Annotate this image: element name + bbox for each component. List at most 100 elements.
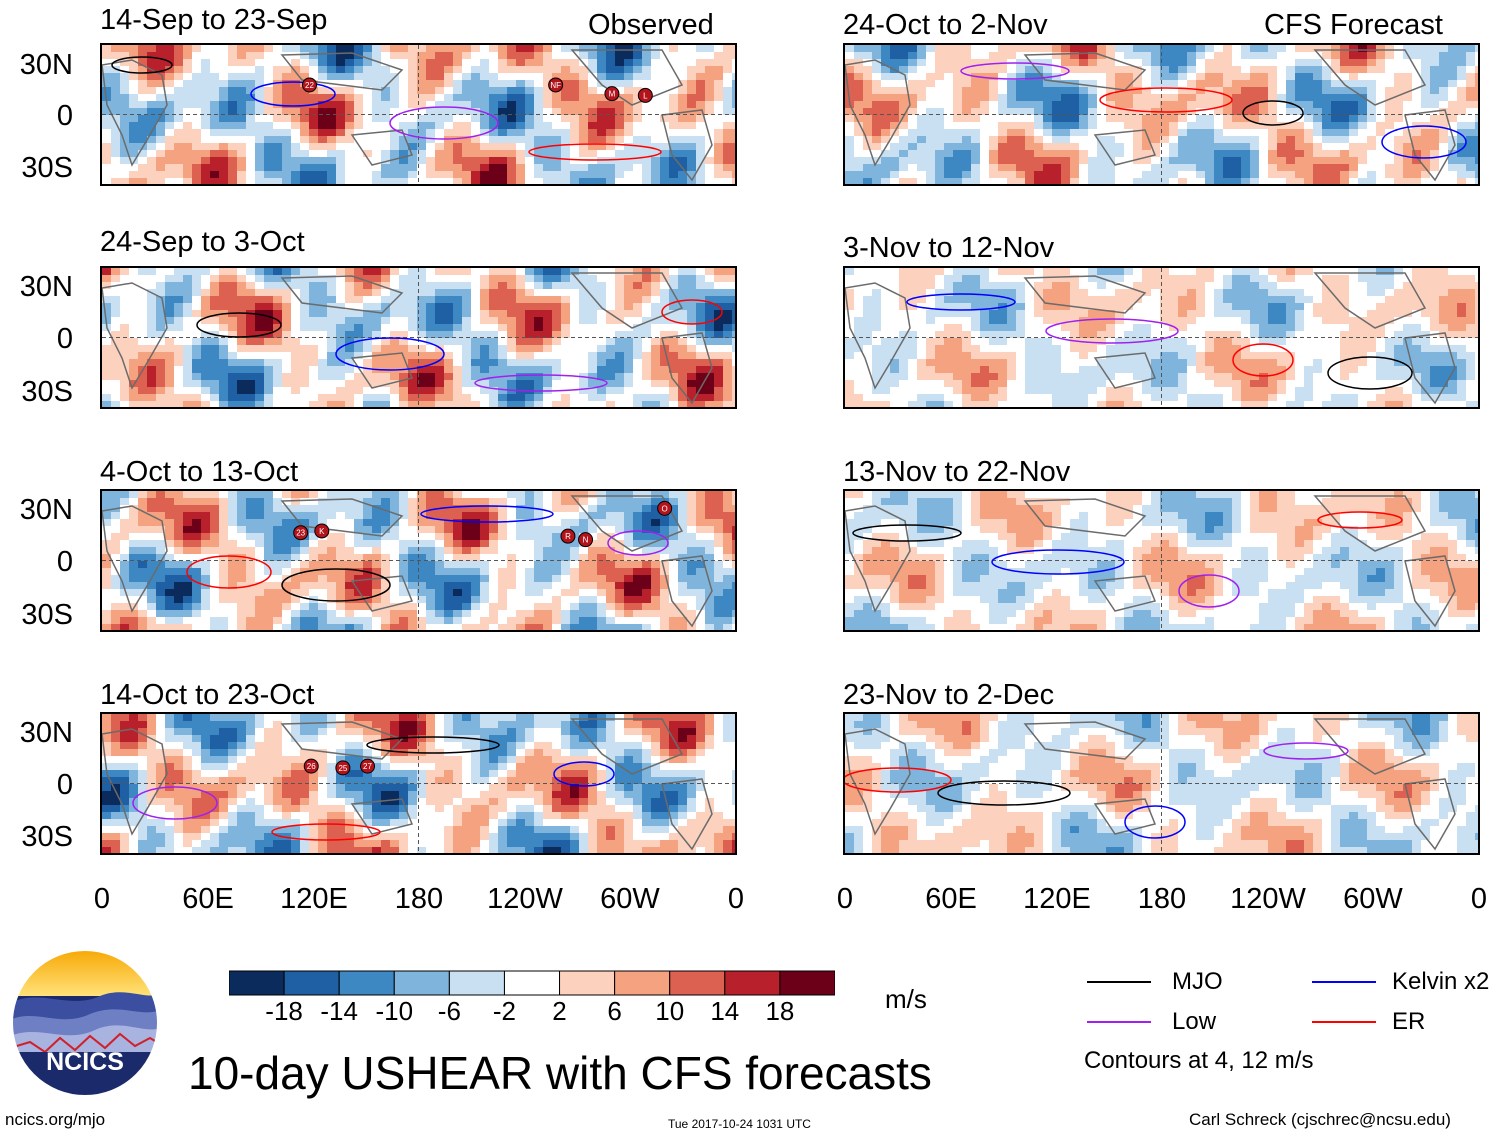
heatmap-cell (480, 178, 490, 184)
heatmap-cell (453, 770, 463, 778)
heatmap-cell (732, 624, 735, 630)
heatmap-cell (669, 143, 679, 151)
heatmap-cell (732, 505, 735, 513)
heatmap-cell (471, 296, 481, 304)
heatmap-cell (318, 394, 328, 402)
heatmap-cell (525, 561, 535, 569)
heatmap-cell (399, 143, 409, 151)
heatmap-cell (534, 122, 544, 130)
heatmap-cell (381, 94, 391, 102)
heatmap-cell (219, 352, 229, 360)
heatmap-cell (327, 296, 337, 304)
heatmap-cell (507, 770, 517, 778)
heatmap-cell (732, 603, 735, 611)
heatmap-cell (615, 178, 625, 184)
heatmap-cell (660, 735, 670, 743)
heatmap-cell (255, 401, 265, 407)
coastline (661, 332, 713, 405)
heatmap-cell (660, 157, 670, 165)
heatmap-cell (219, 268, 229, 276)
heatmap-cell (435, 533, 445, 541)
heatmap-cell (606, 178, 616, 184)
heatmap-cell (147, 394, 157, 402)
heatmap-cell (489, 80, 499, 88)
heatmap-cell (570, 66, 580, 74)
heatmap-cell (174, 143, 184, 151)
heatmap-cell (480, 728, 490, 736)
heatmap-cell (471, 289, 481, 297)
heatmap-cell (678, 122, 688, 130)
heatmap-cell (390, 568, 400, 576)
heatmap-cell (309, 310, 319, 318)
heatmap-cell (102, 596, 112, 604)
heatmap-cell (354, 575, 364, 583)
heatmap-cell (534, 310, 544, 318)
heatmap-cell (507, 589, 517, 597)
heatmap-cell (516, 275, 526, 283)
heatmap-cell (552, 533, 562, 541)
heatmap-cell (345, 589, 355, 597)
heatmap-cell (579, 352, 589, 360)
heatmap-cell (426, 324, 436, 332)
heatmap-cell (111, 394, 121, 402)
heatmap-cell (579, 52, 589, 60)
heatmap-cell (399, 380, 409, 388)
heatmap-cell (174, 554, 184, 562)
heatmap-cell (246, 735, 256, 743)
heatmap-cell (543, 164, 553, 172)
heatmap-cell (111, 275, 121, 283)
heatmap-cell (525, 129, 535, 137)
heatmap-cell (633, 352, 643, 360)
heatmap-cell (138, 568, 148, 576)
heatmap-cell (525, 338, 535, 346)
heatmap-cell (264, 366, 274, 374)
heatmap-cell (147, 303, 157, 311)
heatmap-cell (705, 108, 715, 116)
heatmap-cell (660, 66, 670, 74)
heatmap-cell (201, 610, 211, 618)
heatmap-cell (210, 143, 220, 151)
heatmap-cell (327, 317, 337, 325)
heatmap-cell (651, 101, 661, 109)
heatmap-cell (714, 721, 724, 729)
heatmap-cell (354, 519, 364, 527)
heatmap-cell (723, 136, 733, 144)
heatmap-cell (498, 338, 508, 346)
panel-title-fc-2: 3-Nov to 12-Nov (843, 232, 1055, 264)
heatmap-cell (516, 714, 526, 722)
heatmap-cell (714, 596, 724, 604)
heatmap-cell (282, 512, 292, 520)
heatmap-cell (570, 610, 580, 618)
heatmap-cell (453, 491, 463, 499)
heatmap-cell (336, 610, 346, 618)
heatmap-cell (183, 589, 193, 597)
heatmap-cell (534, 373, 544, 381)
heatmap-cell (327, 380, 337, 388)
heatmap-cell (201, 512, 211, 520)
heatmap-cell (165, 533, 175, 541)
heatmap-cell (615, 101, 625, 109)
heatmap-cell (102, 150, 112, 158)
heatmap-cell (228, 540, 238, 548)
heatmap-cell (615, 373, 625, 381)
heatmap-cell (201, 101, 211, 109)
heatmap-cell (633, 624, 643, 630)
heatmap-cell (228, 282, 238, 290)
heatmap-cell (417, 282, 427, 290)
heatmap-cell (669, 533, 679, 541)
heatmap-cell (462, 617, 472, 625)
heatmap-cell (327, 596, 337, 604)
heatmap-cell (246, 296, 256, 304)
heatmap-cell (399, 582, 409, 590)
heatmap-cell (201, 505, 211, 513)
heatmap-cell (426, 136, 436, 144)
heatmap-cell (696, 756, 706, 764)
heatmap-cell (390, 52, 400, 60)
heatmap-cell (507, 101, 517, 109)
heatmap-cell (399, 115, 409, 123)
heatmap-cell (327, 756, 337, 764)
heatmap-cell (552, 52, 562, 60)
heatmap-cell (426, 45, 436, 53)
heatmap-cell (120, 554, 130, 562)
heatmap-cell (570, 150, 580, 158)
